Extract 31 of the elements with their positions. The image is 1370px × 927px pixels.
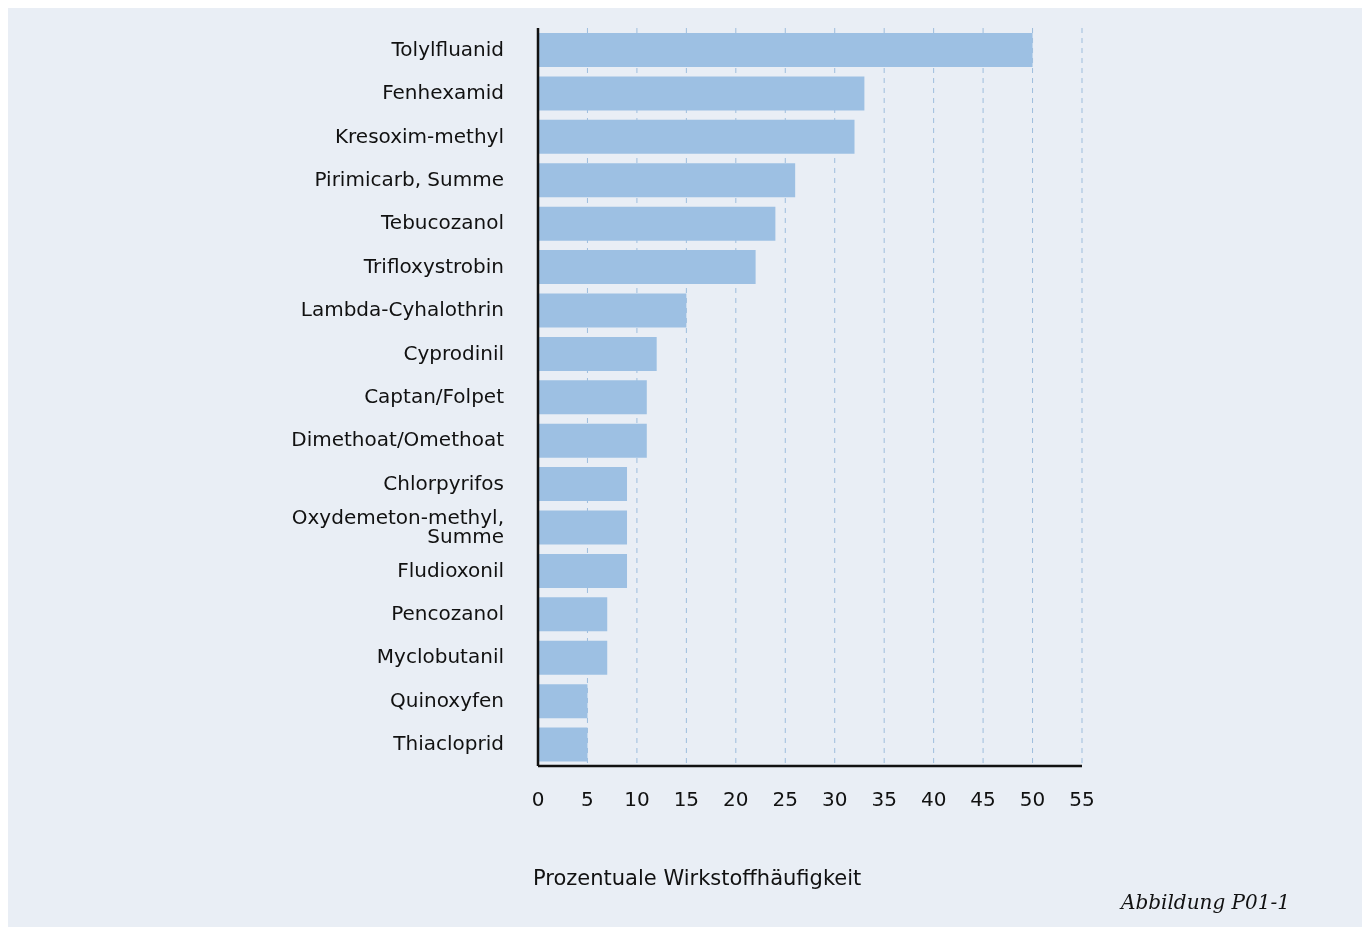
x-tick-label: 20 [723,787,749,812]
x-tick-label: 55 [1069,787,1095,812]
y-tick-label: Oxydemeton-methyl, Summe [291,504,504,548]
x-tick-label: 15 [673,787,700,812]
y-tick-label: Fenhexamid [382,79,504,104]
x-tick-label: 45 [970,787,996,812]
y-tick-label: Thiacloprid [392,730,504,755]
y-tick-label: Fludioxonil [397,557,504,582]
x-tick-label: 35 [871,787,897,812]
y-tick-label: Kresoxim-methyl [334,123,504,148]
y-tick-label: Lambda-Cyhalothrin [300,296,504,321]
y-tick-label: Quinoxyfen [390,687,504,712]
x-tick-label: 0 [531,787,545,812]
y-tick-label: Cyprodinil [403,340,504,365]
y-tick-label: Captan/Folpet [364,383,505,408]
x-tick-label: 40 [920,787,947,812]
y-tick-label: Tebucozanol [380,209,504,234]
x-tick-label: 30 [822,787,848,812]
x-tick-label: 10 [624,787,650,812]
y-tick-label: Tolylfluanid [390,36,504,61]
y-tick-label: Myclobutanil [376,643,504,668]
x-tick-label: 50 [1019,787,1046,812]
text: Abbildung P01-1 [1121,890,1290,914]
x-tick-label: 5 [581,787,594,812]
x-axis-title: Prozentuale Wirkstoffhäufigkeit [533,866,862,890]
x-tick-label: 25 [772,787,798,812]
y-tick-label: Chlorpyrifos [383,470,504,495]
y-tick-label: Trifloxystrobin [362,253,504,278]
y-tick-label: Pencozanol [391,600,504,625]
y-tick-label: Pirimicarb, Summe [314,166,504,191]
y-tick-label: Dimethoat/Omethoat [291,426,505,451]
